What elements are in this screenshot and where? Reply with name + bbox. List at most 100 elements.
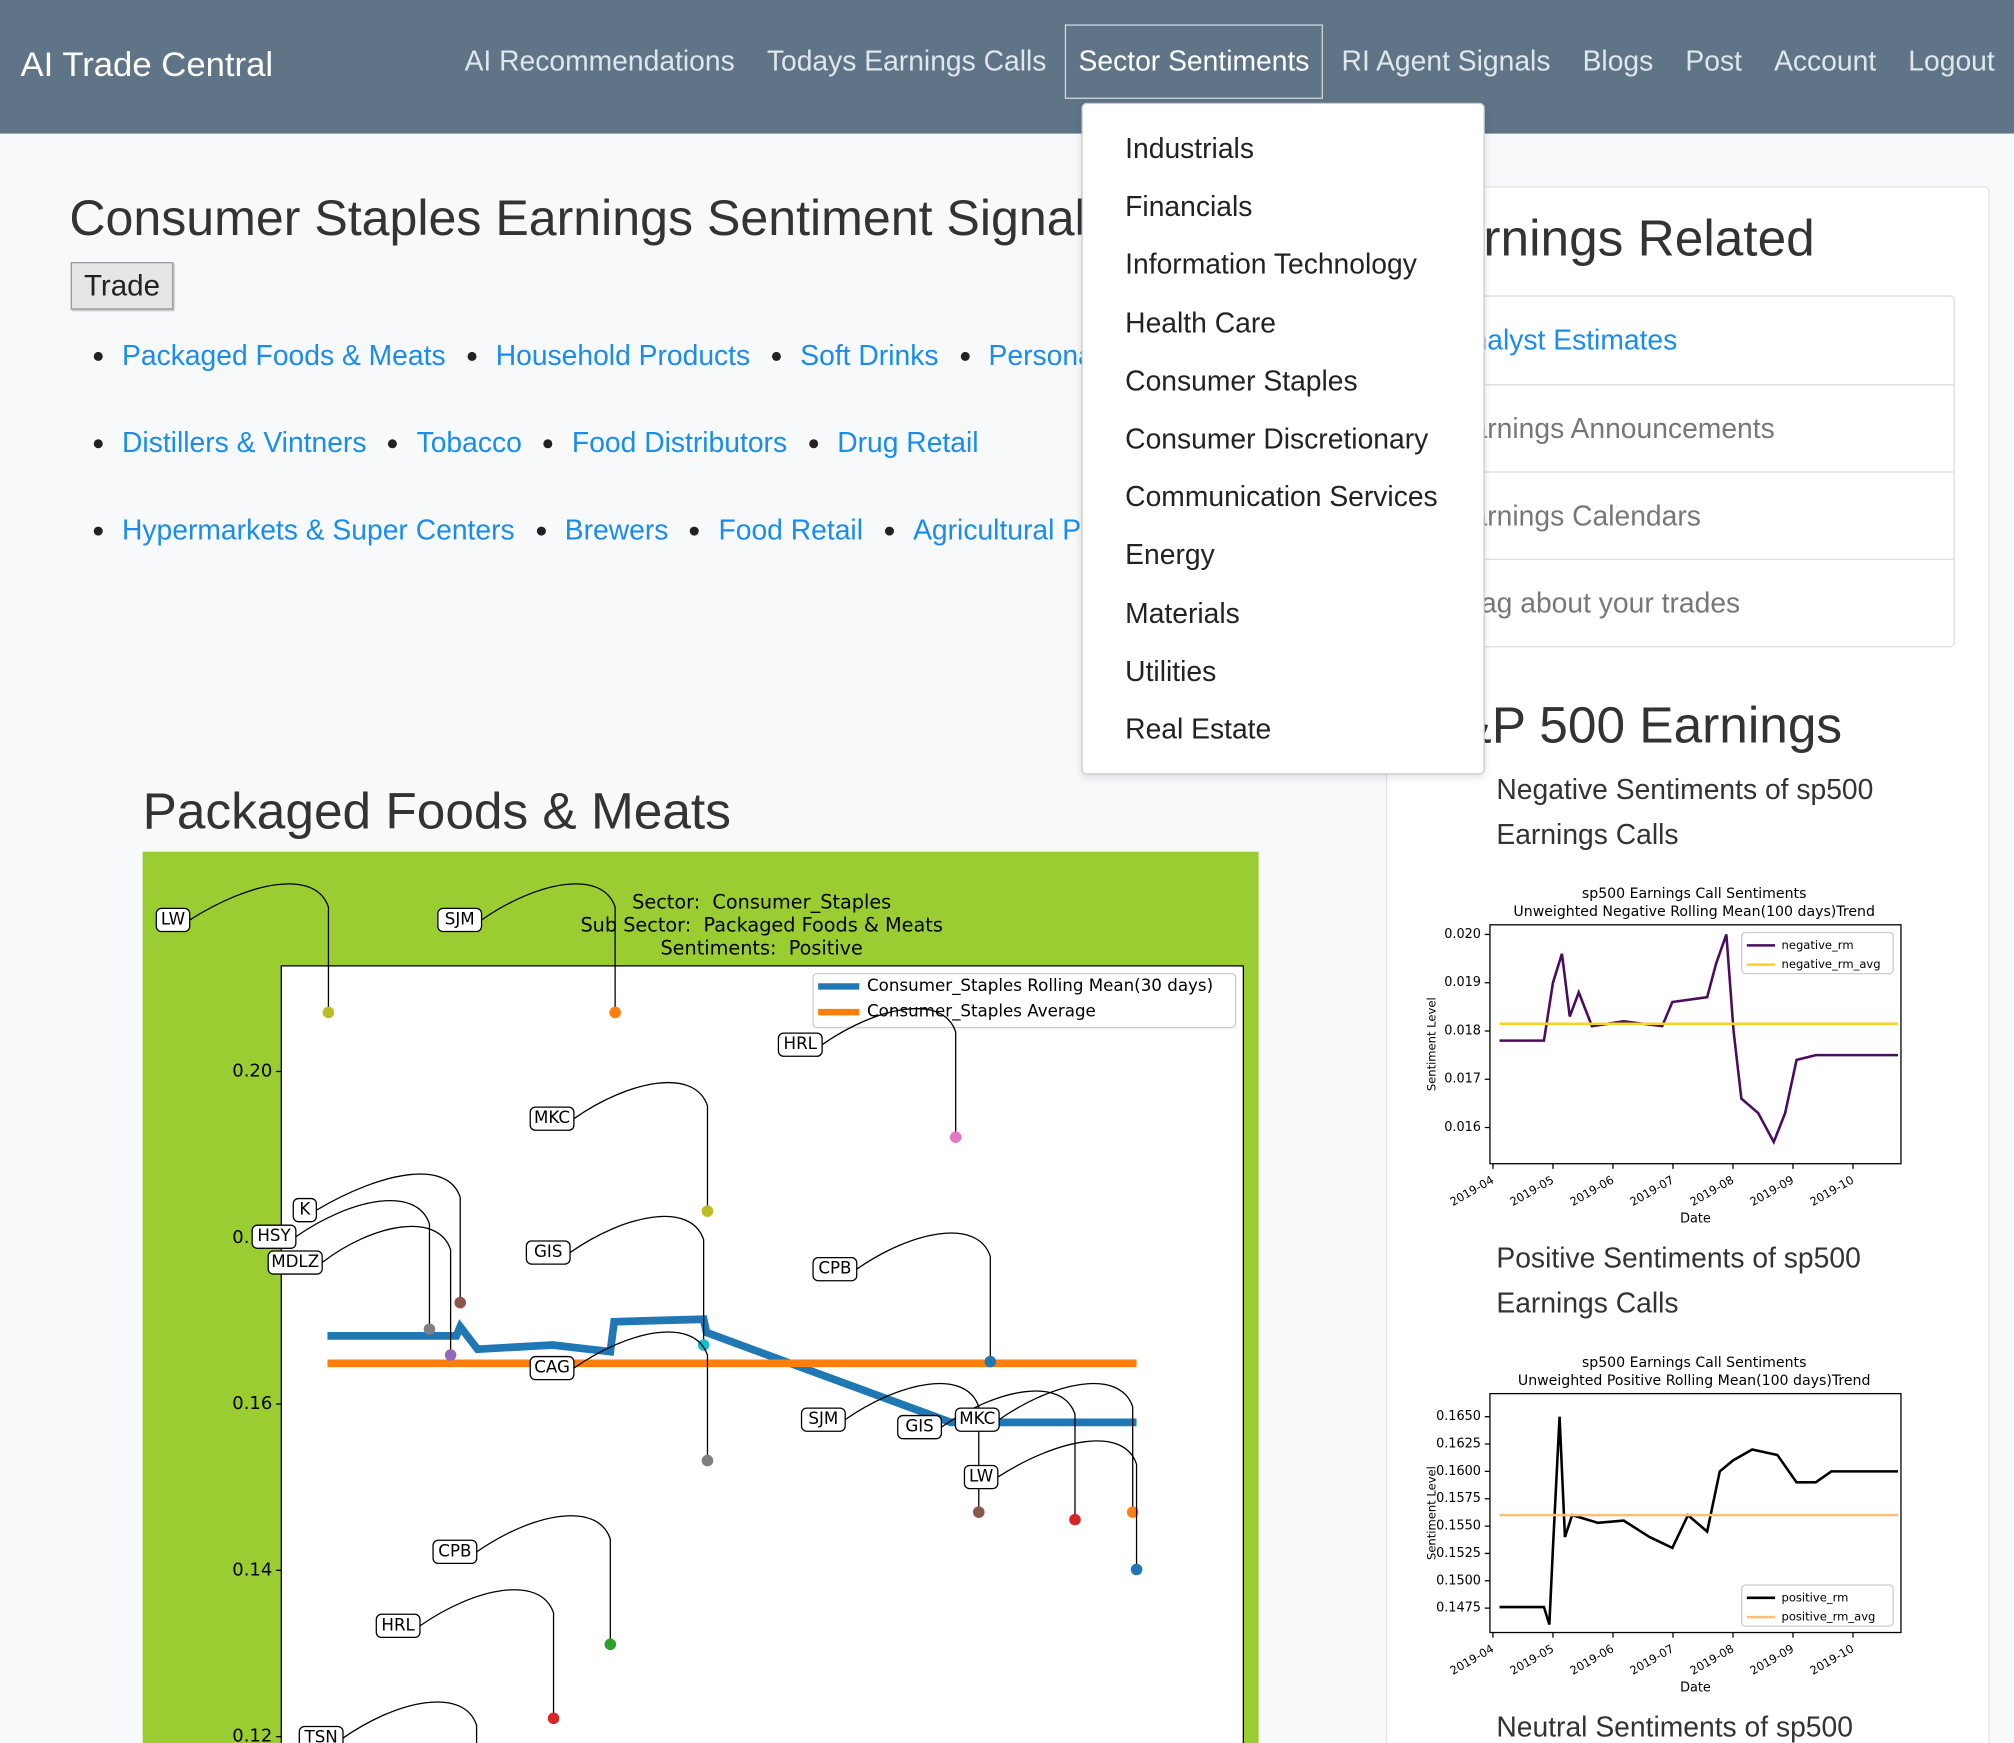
legend-box — [1741, 931, 1894, 975]
annotation-label: K — [299, 1200, 311, 1219]
annotation-point — [984, 1355, 997, 1368]
annotation-box — [897, 1414, 943, 1440]
annotation-arrow — [573, 1081, 709, 1207]
chart-title: Sector: Consumer_Staples — [632, 890, 891, 913]
annotation-point — [423, 1323, 436, 1336]
nav-link[interactable]: Sector Sentiments — [1064, 24, 1324, 99]
y-tick-label: 0.1625 — [1436, 1437, 1481, 1452]
nav-link[interactable]: Account — [1774, 44, 1877, 78]
subsector-link[interactable]: Household Products — [495, 339, 751, 372]
annotation-arrow — [342, 1701, 478, 1743]
subsector-link[interactable]: Food Retail — [718, 513, 863, 546]
bullet — [467, 351, 477, 361]
sidebar-link[interactable]: Earnings Announcements — [1427, 384, 1954, 470]
subsector-link[interactable]: Drug Retail — [837, 426, 979, 459]
dropdown-item[interactable]: Financials — [1125, 190, 1253, 223]
y-tick-label: 0.1650 — [1436, 1409, 1481, 1424]
subsector-link[interactable]: Distillers & Vintners — [122, 426, 367, 459]
nav-link[interactable]: Post — [1685, 44, 1742, 78]
y-tick-label: 0.017 — [1444, 1072, 1481, 1087]
annotation-arrow — [321, 1225, 452, 1350]
annotation-arrow — [569, 1215, 705, 1340]
annotation-box — [437, 907, 483, 933]
chart-title: sp500 Earnings Call Sentiments — [1582, 1355, 1807, 1371]
sidebar-heading: Earnings Related — [1420, 210, 1815, 268]
annotation-label: GIS — [534, 1242, 562, 1261]
nav-link[interactable]: Todays Earnings Calls — [766, 44, 1047, 78]
subsector-link[interactable]: Food Distributors — [571, 426, 788, 459]
annotation-box — [777, 1032, 823, 1057]
subsector-link[interactable]: Brewers — [564, 513, 669, 546]
dropdown-item[interactable]: Utilities — [1125, 654, 1217, 687]
bullet — [93, 438, 103, 448]
annotation-label: LW — [161, 909, 185, 928]
nav-link[interactable]: AI Recommendations — [464, 44, 735, 78]
sidebar-link[interactable]: Earnings Calendars — [1427, 471, 1954, 557]
y-tick-label: 0.1500 — [1436, 1573, 1481, 1588]
annotation-arrow — [481, 883, 616, 1008]
page-title: Consumer Staples Earnings Sentiment Sign… — [69, 191, 1111, 247]
nav-link[interactable]: RI Agent Signals — [1341, 44, 1551, 78]
nav-link[interactable]: Blogs — [1582, 44, 1654, 78]
annotation-arrow — [316, 1173, 461, 1298]
subsector-link[interactable]: Tobacco — [416, 426, 522, 459]
legend-label: negative_rm_avg — [1782, 957, 1881, 971]
annotation-box — [529, 1106, 575, 1131]
annotation-box — [292, 1197, 318, 1223]
dropdown-item[interactable]: Materials — [1125, 596, 1240, 629]
dropdown-menu: Industrials Financials Information Technol… — [1081, 102, 1485, 775]
legend-label: Consumer_Staples Rolling Mean(30 days) — [867, 976, 1213, 996]
annotation-box — [432, 1539, 478, 1565]
subsector-link[interactable]: Packaged Foods & Meats — [122, 339, 446, 372]
annotation-point — [322, 1006, 335, 1019]
annotation-arrow — [573, 1331, 709, 1456]
navbar — [0, 0, 2014, 134]
annotation-point — [547, 1712, 560, 1725]
main-content: Consumer Staples Earnings Sentiment Sign… — [0, 134, 1387, 1743]
dropdown-item[interactable]: Information Technology — [1125, 248, 1417, 281]
legend-box — [1741, 1584, 1894, 1627]
y-tick-label: 0.1575 — [1436, 1491, 1481, 1506]
annotation-arrow — [998, 1382, 1134, 1507]
sidebar-link[interactable]: Analyst Estimates — [1452, 323, 1678, 356]
trade-button[interactable]: Trade — [70, 262, 174, 310]
y-tick-label: 0.14 — [232, 1559, 272, 1580]
dropdown-item[interactable]: Consumer Discretionary — [1125, 422, 1429, 455]
annotation-box — [375, 1613, 421, 1639]
annotation-arrow — [997, 1440, 1138, 1565]
annotation-box — [267, 1250, 323, 1275]
dropdown-item[interactable]: Energy — [1125, 538, 1215, 571]
dropdown-item[interactable]: Consumer Staples — [1125, 364, 1358, 397]
brand[interactable]: AI Trade Central — [20, 44, 274, 84]
dropdown-item[interactable]: Real Estate — [1125, 712, 1272, 745]
chart-heading: Positive Sentiments of sp500 Earnings Ca… — [1496, 1242, 1861, 1320]
bullet — [884, 525, 894, 535]
annotation-box — [812, 1256, 858, 1282]
bullet — [690, 525, 700, 535]
section-title: Packaged Foods & Meats — [142, 783, 731, 841]
annotation-label: GIS — [905, 1417, 933, 1436]
annotation-point — [604, 1638, 617, 1651]
line-series — [1499, 1416, 1898, 1625]
annotation-box — [251, 1224, 297, 1249]
annotation-box — [963, 1464, 999, 1490]
chart-heading: Neutral Sentiments of sp500 — [1496, 1710, 1853, 1743]
sidebar-link[interactable]: Brag about your trades — [1427, 558, 1954, 645]
bullet — [808, 438, 818, 448]
dropdown-item[interactable]: Communication Services — [1125, 480, 1438, 513]
y-tick-label: 0.018 — [1444, 1023, 1481, 1038]
subsector-link[interactable]: Hypermarkets & Super Centers — [122, 513, 515, 546]
y-tick-label: 0.12 — [232, 1726, 272, 1743]
dropdown-item[interactable]: Industrials — [1125, 132, 1254, 165]
bullet — [543, 438, 553, 448]
annotation-arrow — [419, 1589, 555, 1714]
chart-title: Sub Sector: Packaged Foods & Meats — [580, 914, 942, 937]
y-axis-label: Sentiment Level — [1425, 1466, 1439, 1560]
bullet — [388, 438, 398, 448]
nav-link[interactable]: Logout — [1908, 44, 1995, 78]
bullet — [772, 351, 781, 361]
subsector-link[interactable]: Soft Drinks — [800, 339, 939, 372]
annotation-label: HSY — [257, 1226, 291, 1245]
annotation-box — [155, 907, 191, 933]
dropdown-item[interactable]: Health Care — [1125, 306, 1276, 339]
